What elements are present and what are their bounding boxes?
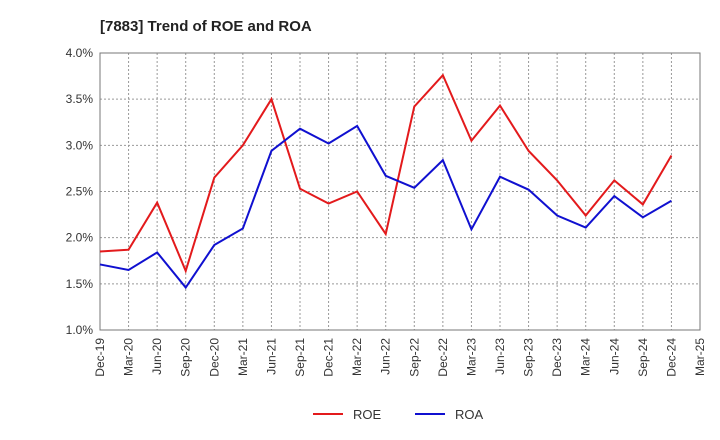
y-tick-label: 3.0% [66, 138, 94, 152]
series-line-roe [99, 73, 673, 274]
chart-title: [7883] Trend of ROE and ROA [100, 18, 312, 35]
y-tick-label: 1.5% [66, 277, 94, 291]
x-tick-label: Mar-21 [236, 338, 250, 376]
x-tick-label: Jun-21 [264, 338, 278, 375]
x-tick-label: Dec-23 [550, 338, 564, 377]
plot-border [99, 52, 701, 331]
legend: ROE ROA [313, 407, 484, 422]
y-tick-label: 1.0% [66, 323, 94, 337]
y-tick-label: 2.5% [66, 185, 94, 199]
x-tick-label: Sep-21 [293, 338, 307, 377]
x-tick-label: Dec-21 [322, 338, 336, 377]
y-tick-label: 2.0% [66, 231, 94, 245]
x-tick-label: Dec-22 [436, 338, 450, 377]
x-tick-label: Dec-19 [93, 338, 107, 377]
x-tick-label: Jun-22 [379, 338, 393, 375]
x-tick-label: Sep-22 [407, 338, 421, 377]
x-tick-label: Dec-24 [664, 338, 678, 377]
x-tick-label: Mar-23 [464, 338, 478, 376]
y-tick-label: 4.0% [66, 46, 94, 60]
x-tick-label: Sep-24 [636, 338, 650, 377]
x-tick-label: Sep-23 [522, 338, 536, 377]
x-tick-label: Sep-20 [179, 338, 193, 377]
x-tick-label: Dec-20 [207, 338, 221, 377]
x-tick-label: Mar-20 [122, 338, 136, 376]
y-tick-label: 3.5% [66, 92, 94, 106]
x-tick-label: Mar-24 [579, 338, 593, 376]
series-line-roa [99, 124, 672, 290]
x-tick-label: Jun-20 [150, 338, 164, 375]
plot-area: 1.0% 1.5% 2.0% 2.5% 3.0% 3.5% 4.0% Dec-19 Mar-20… [66, 46, 707, 377]
legend-label-roa: ROA [455, 407, 484, 422]
legend-label-roe: ROE [353, 407, 382, 422]
x-tick-label: Mar-22 [350, 338, 364, 376]
x-tick-label: Jun-24 [607, 338, 621, 375]
x-tick-label: Mar-25 [693, 338, 707, 376]
x-tick-label: Jun-23 [493, 338, 507, 375]
